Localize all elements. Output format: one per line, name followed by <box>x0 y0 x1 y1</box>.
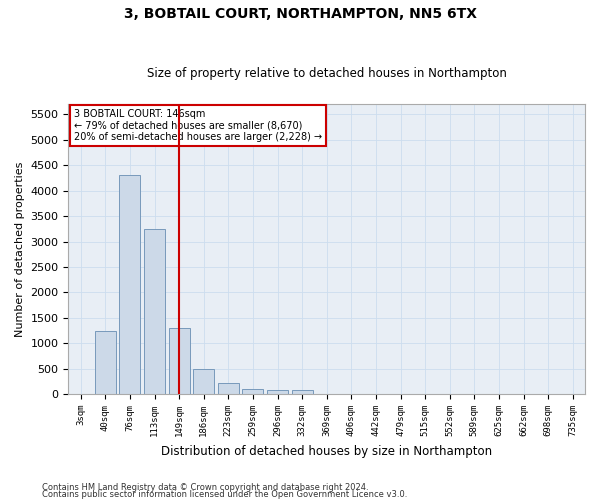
Bar <box>193 369 214 394</box>
Text: 3 BOBTAIL COURT: 146sqm
← 79% of detached houses are smaller (8,670)
20% of semi: 3 BOBTAIL COURT: 146sqm ← 79% of detache… <box>74 108 322 142</box>
Bar <box>169 328 190 394</box>
Y-axis label: Number of detached properties: Number of detached properties <box>15 162 25 337</box>
Bar <box>267 390 288 394</box>
Bar <box>95 330 116 394</box>
Bar <box>292 390 313 394</box>
Text: Contains public sector information licensed under the Open Government Licence v3: Contains public sector information licen… <box>42 490 407 499</box>
Title: Size of property relative to detached houses in Northampton: Size of property relative to detached ho… <box>147 66 506 80</box>
Bar <box>242 389 263 394</box>
Bar <box>218 383 239 394</box>
X-axis label: Distribution of detached houses by size in Northampton: Distribution of detached houses by size … <box>161 444 492 458</box>
Bar <box>119 176 140 394</box>
Text: Contains HM Land Registry data © Crown copyright and database right 2024.: Contains HM Land Registry data © Crown c… <box>42 484 368 492</box>
Text: 3, BOBTAIL COURT, NORTHAMPTON, NN5 6TX: 3, BOBTAIL COURT, NORTHAMPTON, NN5 6TX <box>124 8 476 22</box>
Bar <box>144 229 165 394</box>
